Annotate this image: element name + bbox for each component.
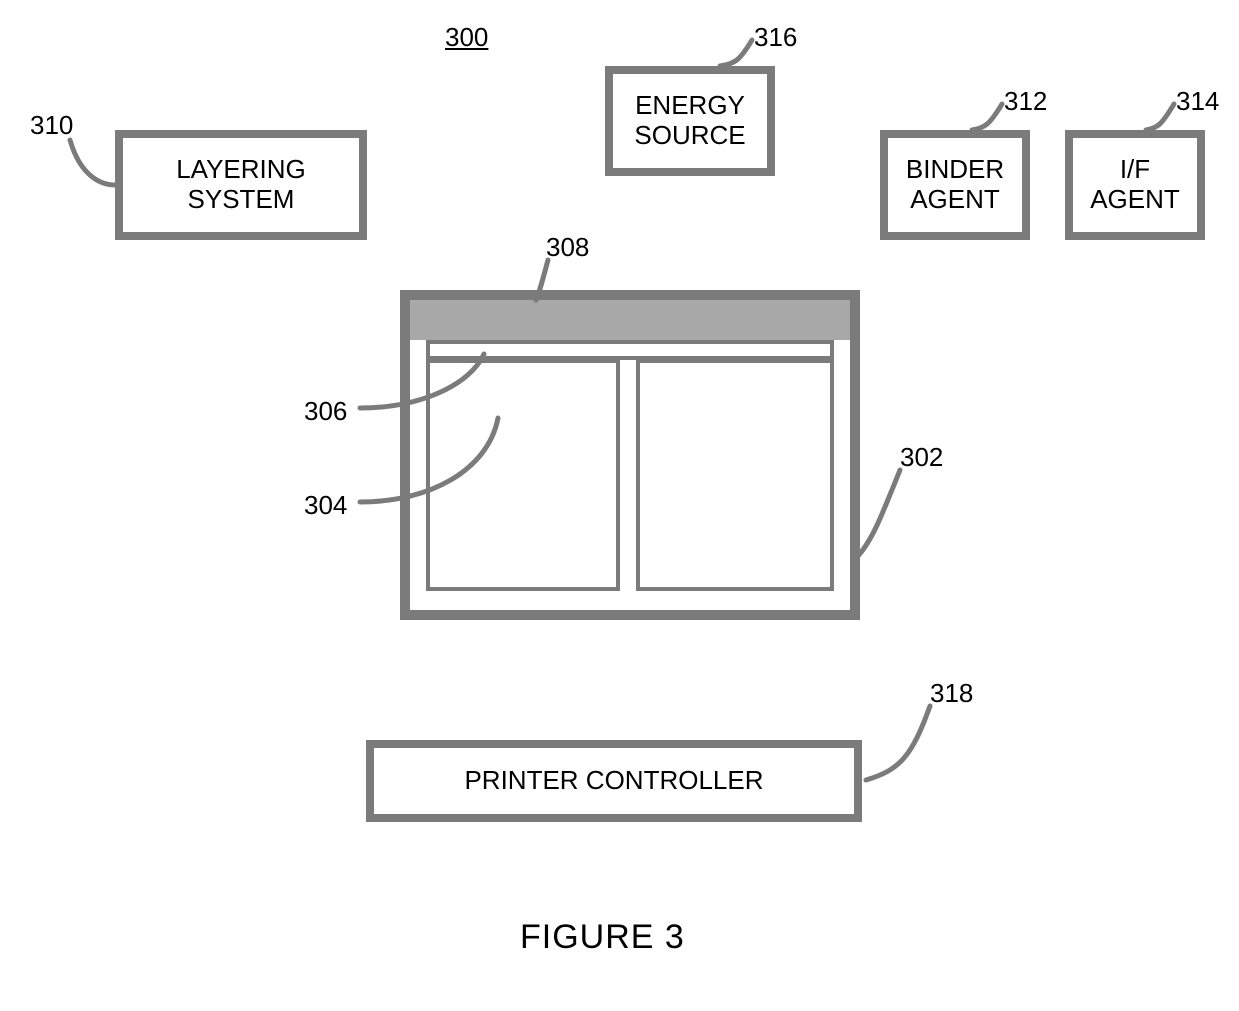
ref-310: 310 [30, 110, 73, 141]
powder-layer-308 [410, 300, 850, 340]
figure-caption: FIGURE 3 [520, 918, 685, 957]
chamber-right [636, 359, 834, 591]
box-binder-agent-text: BINDER AGENT [906, 155, 1004, 215]
ref-304: 304 [304, 490, 347, 521]
box-printer-controller: PRINTER CONTROLLER [366, 740, 862, 822]
box-energy-source: ENERGY SOURCE [605, 66, 775, 176]
ref-302: 302 [900, 442, 943, 473]
box-printer-controller-text: PRINTER CONTROLLER [464, 766, 763, 796]
thin-layer-306 [426, 340, 834, 360]
box-binder-agent: BINDER AGENT [880, 130, 1030, 240]
ref-314: 314 [1176, 86, 1219, 117]
ref-318: 318 [930, 678, 973, 709]
box-layering-system: LAYERING SYSTEM [115, 130, 367, 240]
chamber-left-304 [426, 359, 620, 591]
box-energy-source-text: ENERGY SOURCE [634, 91, 745, 151]
box-layering-system-text: LAYERING SYSTEM [176, 155, 306, 215]
ref-308: 308 [546, 232, 589, 263]
ref-306: 306 [304, 396, 347, 427]
ref-312: 312 [1004, 86, 1047, 117]
box-if-agent: I/F AGENT [1065, 130, 1205, 240]
ref-300: 300 [445, 22, 488, 53]
diagram-stage: 300 316 312 314 310 308 306 304 302 318 … [0, 0, 1239, 1011]
box-if-agent-text: I/F AGENT [1090, 155, 1180, 215]
ref-316: 316 [754, 22, 797, 53]
